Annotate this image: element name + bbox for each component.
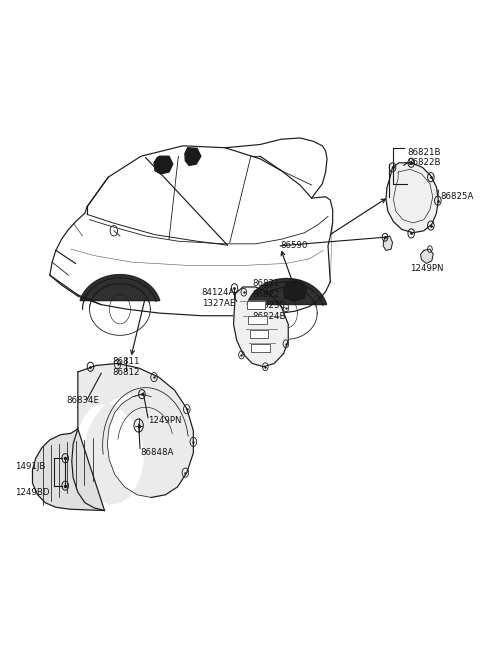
Bar (247, 301, 265, 309)
Polygon shape (284, 280, 307, 301)
Text: 84124A
1327AE: 84124A 1327AE (202, 288, 235, 308)
Bar (251, 345, 270, 352)
Bar (251, 345, 270, 352)
Text: 86821B
86822B: 86821B 86822B (408, 147, 441, 168)
Polygon shape (33, 364, 193, 510)
Text: 1249PN: 1249PN (148, 416, 181, 425)
Bar (248, 316, 267, 324)
Polygon shape (33, 429, 105, 510)
Text: 86825A: 86825A (440, 193, 474, 201)
Bar (250, 330, 268, 338)
Bar (247, 301, 265, 309)
Polygon shape (234, 287, 288, 367)
Polygon shape (247, 278, 327, 305)
Polygon shape (386, 163, 438, 233)
Text: 86821
86822
86823C
86824B: 86821 86822 86823C 86824B (252, 280, 286, 321)
Text: 86811
86812: 86811 86812 (112, 357, 140, 377)
Polygon shape (80, 274, 160, 301)
Text: 86590: 86590 (280, 241, 308, 250)
Polygon shape (185, 148, 201, 166)
Polygon shape (383, 236, 393, 250)
Text: 1491JB: 1491JB (15, 462, 45, 470)
Bar (248, 316, 267, 324)
Polygon shape (420, 249, 433, 263)
Polygon shape (154, 157, 173, 174)
Text: 1249PN: 1249PN (410, 264, 444, 273)
Text: 86848A: 86848A (140, 449, 173, 457)
Text: 1249BD: 1249BD (15, 488, 49, 496)
Bar (250, 330, 268, 338)
Text: 86834E: 86834E (66, 396, 99, 405)
